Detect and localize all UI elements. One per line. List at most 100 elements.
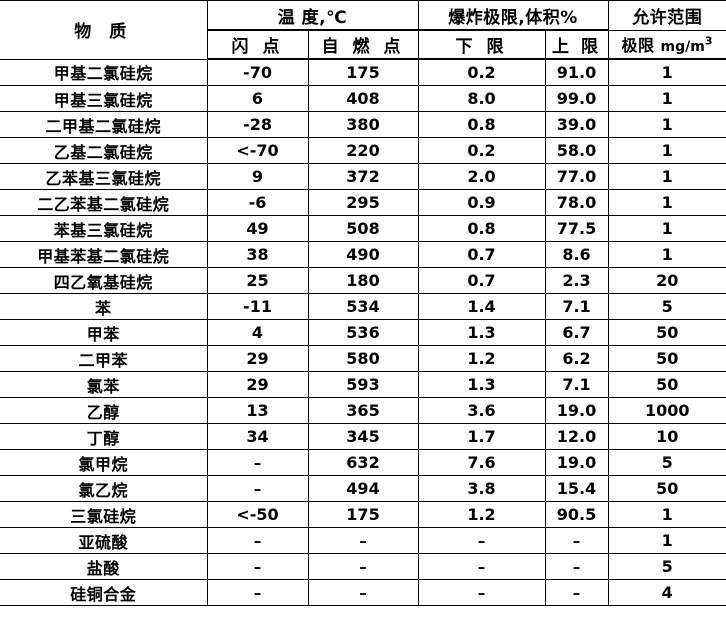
cell-allowable-limit: 20 bbox=[607, 267, 726, 294]
table-row: 苯 -11 534 1.4 7.1 5 bbox=[0, 293, 726, 320]
cell-flash-point: -28 bbox=[206, 111, 309, 138]
cell-allowable-limit: 50 bbox=[607, 345, 726, 372]
cell-allowable-limit: 1 bbox=[607, 189, 726, 216]
cell-flash-point: – bbox=[206, 527, 309, 554]
cell-allowable-limit: 1 bbox=[607, 58, 726, 86]
column-header-temperature-group: 温 度,℃ bbox=[206, 0, 419, 31]
cell-lower-limit: 0.7 bbox=[417, 267, 546, 294]
table-row: 亚硫酸 – – – –1 bbox=[0, 527, 726, 554]
cell-lower-limit: 0.8 bbox=[417, 111, 546, 138]
cell-substance: 盐酸 bbox=[0, 553, 208, 580]
cell-lower-limit: 1.7 bbox=[417, 423, 546, 450]
cell-substance: 三氯硅烷 bbox=[0, 501, 208, 528]
cell-lower-limit: 2.0 bbox=[417, 163, 546, 190]
cell-auto-ignition: 380 bbox=[307, 111, 419, 138]
cell-flash-point: 9 bbox=[206, 163, 309, 190]
table-row: 苯基三氯硅烷 49 508 0.8 77.5 1 bbox=[0, 215, 726, 242]
cell-allowable-limit: 1 bbox=[607, 163, 726, 190]
table-row: 硅铜合金 – – – –4 bbox=[0, 579, 726, 606]
cell-lower-limit: – bbox=[417, 553, 546, 580]
cell-substance: 四乙氧基硅烷 bbox=[0, 267, 208, 294]
cell-flash-point: <-70 bbox=[206, 137, 309, 164]
cell-auto-ignition: 508 bbox=[307, 215, 419, 242]
cell-auto-ignition: 175 bbox=[307, 58, 419, 86]
cell-upper-limit: 90.5 bbox=[544, 501, 609, 528]
cell-allowable-limit: 4 bbox=[607, 579, 726, 606]
cell-allowable-limit: 1 bbox=[607, 215, 726, 242]
cell-flash-point: – bbox=[206, 579, 309, 606]
cell-upper-limit: 99.0 bbox=[544, 85, 609, 112]
cell-substance: 二甲基二氯硅烷 bbox=[0, 111, 208, 138]
cell-lower-limit: 1.2 bbox=[417, 345, 546, 372]
cell-auto-ignition: 345 bbox=[307, 423, 419, 450]
cell-flash-point: – bbox=[206, 475, 309, 502]
cell-substance: 甲基二氯硅烷 bbox=[0, 58, 208, 86]
cell-upper-limit: 7.1 bbox=[544, 293, 609, 320]
cell-upper-limit: – bbox=[544, 553, 609, 580]
cell-substance: 氯苯 bbox=[0, 371, 208, 398]
cell-upper-limit: 6.2 bbox=[544, 345, 609, 372]
cell-substance: 丁醇 bbox=[0, 423, 208, 450]
cell-flash-point: 38 bbox=[206, 241, 309, 268]
table-row: 乙醇 13 365 3.6 19.0 1000 bbox=[0, 397, 726, 424]
cell-flash-point: 4 bbox=[206, 319, 309, 346]
header-row-top: 物 质 温 度,℃ 爆炸极限,体积% 允许范围 bbox=[0, 0, 726, 60]
table-row: 甲苯 4 536 1.3 6.7 50 bbox=[0, 319, 726, 346]
table-row: 氯苯 29 593 1.3 7.1 50 bbox=[0, 371, 726, 398]
cell-flash-point: <-50 bbox=[206, 501, 309, 528]
allowable-unit-exponent: 3 bbox=[704, 34, 714, 48]
cell-allowable-limit: 5 bbox=[607, 293, 726, 320]
cell-allowable-limit: 5 bbox=[607, 449, 726, 476]
cell-upper-limit: 78.0 bbox=[544, 189, 609, 216]
cell-lower-limit: 3.8 bbox=[417, 475, 546, 502]
cell-auto-ignition: 295 bbox=[307, 189, 419, 216]
cell-flash-point: 29 bbox=[206, 371, 309, 398]
table-body: 甲基二氯硅烷 -70 175 0.2 91.0 1 甲基三氯硅烷 6 408 8.0 99.0 1 二甲… bbox=[0, 58, 726, 606]
cell-lower-limit: 1.2 bbox=[417, 501, 546, 528]
cell-allowable-limit: 1 bbox=[607, 137, 726, 164]
allowable-unit-prefix: 极限 bbox=[621, 36, 661, 56]
cell-substance: 二甲苯 bbox=[0, 345, 208, 372]
cell-substance: 苯 bbox=[0, 293, 208, 320]
cell-lower-limit: 1.3 bbox=[417, 319, 546, 346]
cell-flash-point: 34 bbox=[206, 423, 309, 450]
column-header-explosion-group: 爆炸极限,体积% bbox=[417, 0, 609, 31]
cell-substance: 二乙苯基二氯硅烷 bbox=[0, 189, 208, 216]
allowable-unit-value: mg/m bbox=[660, 39, 705, 56]
cell-auto-ignition: – bbox=[307, 527, 419, 554]
cell-substance: 苯基三氯硅烷 bbox=[0, 215, 208, 242]
cell-lower-limit: 1.3 bbox=[417, 371, 546, 398]
cell-upper-limit: 58.0 bbox=[544, 137, 609, 164]
cell-substance: 硅铜合金 bbox=[0, 579, 208, 606]
column-header-upper-limit: 上 限 bbox=[544, 29, 609, 60]
cell-auto-ignition: 408 bbox=[307, 85, 419, 112]
cell-upper-limit: – bbox=[544, 579, 609, 606]
cell-substance: 甲基苯基二氯硅烷 bbox=[0, 241, 208, 268]
cell-auto-ignition: 490 bbox=[307, 241, 419, 268]
cell-flash-point: 49 bbox=[206, 215, 309, 242]
cell-substance: 乙基二氯硅烷 bbox=[0, 137, 208, 164]
hazard-properties-table: 物 质 温 度,℃ 爆炸极限,体积% 允许范围 闪 点 自 燃 点 下 限 上 … bbox=[0, 0, 726, 606]
cell-flash-point: -11 bbox=[206, 293, 309, 320]
cell-upper-limit: 8.6 bbox=[544, 241, 609, 268]
cell-lower-limit: 7.6 bbox=[417, 449, 546, 476]
cell-lower-limit: 0.9 bbox=[417, 189, 546, 216]
cell-flash-point: 29 bbox=[206, 345, 309, 372]
table-row: 乙苯基三氯硅烷 9 372 2.0 77.0 1 bbox=[0, 163, 726, 190]
table-row: 甲基二氯硅烷 -70 175 0.2 91.0 1 bbox=[0, 58, 726, 86]
cell-upper-limit: 6.7 bbox=[544, 319, 609, 346]
cell-substance: 甲苯 bbox=[0, 319, 208, 346]
table-row: 氯乙烷 –494 3.8 15.4 50 bbox=[0, 475, 726, 502]
cell-allowable-limit: 1 bbox=[607, 111, 726, 138]
cell-allowable-limit: 5 bbox=[607, 553, 726, 580]
cell-substance: 亚硫酸 bbox=[0, 527, 208, 554]
column-header-lower-limit: 下 限 bbox=[417, 29, 546, 60]
cell-allowable-limit: 10 bbox=[607, 423, 726, 450]
cell-upper-limit: 19.0 bbox=[544, 397, 609, 424]
cell-lower-limit: 0.7 bbox=[417, 241, 546, 268]
cell-allowable-limit: 1 bbox=[607, 85, 726, 112]
cell-lower-limit: 0.2 bbox=[417, 58, 546, 86]
cell-allowable-limit: 1 bbox=[607, 241, 726, 268]
cell-flash-point: 13 bbox=[206, 397, 309, 424]
